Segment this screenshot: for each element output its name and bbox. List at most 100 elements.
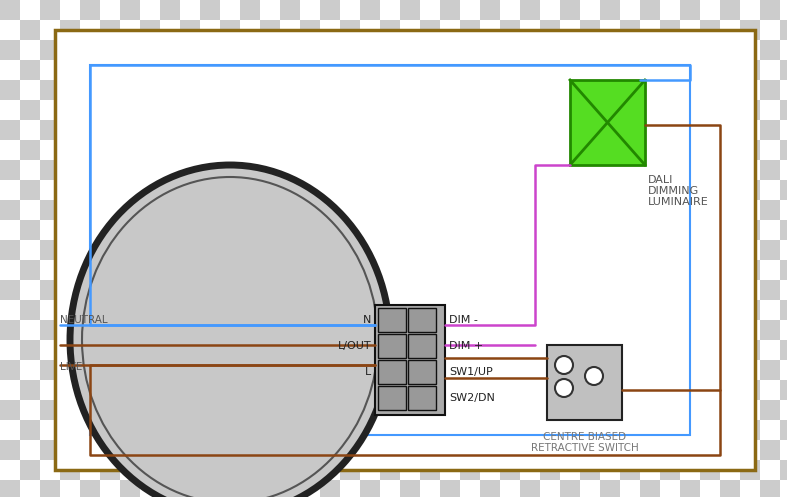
Bar [700, 200, 720, 220]
Bar [580, 180, 600, 200]
Bar [280, 320, 300, 340]
Bar [80, 120, 100, 140]
Bar [260, 220, 280, 240]
Bar [160, 20, 180, 40]
Bar [640, 140, 660, 160]
Bar [600, 60, 620, 80]
Bar [360, 100, 380, 120]
Bar [720, 380, 740, 400]
Bar [700, 100, 720, 120]
Bar [240, 360, 260, 380]
Bar [0, 220, 20, 240]
Text: CENTRE BIASED: CENTRE BIASED [544, 432, 626, 442]
Bar [240, 320, 260, 340]
Bar [360, 380, 380, 400]
Bar [300, 340, 320, 360]
Bar [640, 240, 660, 260]
Bar [340, 80, 360, 100]
Bar [100, 200, 120, 220]
Bar [580, 440, 600, 460]
Bar [460, 300, 480, 320]
Bar [580, 160, 600, 180]
Bar [620, 300, 640, 320]
Bar [240, 260, 260, 280]
Bar [20, 80, 40, 100]
Bar [520, 240, 540, 260]
Bar [500, 340, 520, 360]
Bar [760, 420, 780, 440]
Bar [660, 40, 680, 60]
Bar [0, 360, 20, 380]
Bar [780, 0, 787, 20]
Bar [740, 280, 760, 300]
Bar [760, 100, 780, 120]
Bar [240, 20, 260, 40]
Bar [0, 200, 20, 220]
Bar [408, 334, 436, 358]
Bar [260, 460, 280, 480]
Bar [300, 240, 320, 260]
Bar [240, 400, 260, 420]
Bar [440, 300, 460, 320]
Bar [780, 420, 787, 440]
Bar [380, 380, 400, 400]
Bar [240, 280, 260, 300]
Bar [680, 420, 700, 440]
Bar [80, 460, 100, 480]
Bar [500, 220, 520, 240]
Bar [440, 340, 460, 360]
Bar [680, 400, 700, 420]
Bar [300, 140, 320, 160]
Bar [520, 440, 540, 460]
Bar [100, 280, 120, 300]
Bar [80, 380, 100, 400]
Bar [340, 360, 360, 380]
Bar [720, 200, 740, 220]
Bar [160, 440, 180, 460]
Bar [400, 240, 420, 260]
Bar [520, 380, 540, 400]
Bar [220, 360, 240, 380]
Bar [720, 160, 740, 180]
Bar [60, 20, 80, 40]
Bar [640, 40, 660, 60]
Bar [460, 140, 480, 160]
Bar [140, 220, 160, 240]
Bar [760, 320, 780, 340]
Bar [760, 240, 780, 260]
Bar [220, 180, 240, 200]
Bar [80, 260, 100, 280]
Bar [760, 40, 780, 60]
Bar [760, 280, 780, 300]
Bar [500, 240, 520, 260]
Bar [660, 240, 680, 260]
Bar [160, 400, 180, 420]
Bar [300, 200, 320, 220]
Bar [300, 180, 320, 200]
Bar [780, 60, 787, 80]
Bar [240, 200, 260, 220]
Bar [580, 220, 600, 240]
Bar [420, 340, 440, 360]
Bar [480, 380, 500, 400]
Bar [320, 180, 340, 200]
Bar [400, 340, 420, 360]
Bar [240, 340, 260, 360]
Text: DIM -: DIM - [449, 315, 478, 325]
Bar [700, 400, 720, 420]
Bar [740, 20, 760, 40]
Bar [760, 220, 780, 240]
Bar [660, 280, 680, 300]
Bar [560, 300, 580, 320]
Ellipse shape [70, 165, 390, 497]
Bar [240, 80, 260, 100]
Bar [160, 320, 180, 340]
Bar [40, 460, 60, 480]
Bar [460, 100, 480, 120]
Bar [260, 400, 280, 420]
Bar [180, 280, 200, 300]
Bar [320, 260, 340, 280]
Bar [420, 140, 440, 160]
Bar [160, 0, 180, 20]
Bar [100, 80, 120, 100]
